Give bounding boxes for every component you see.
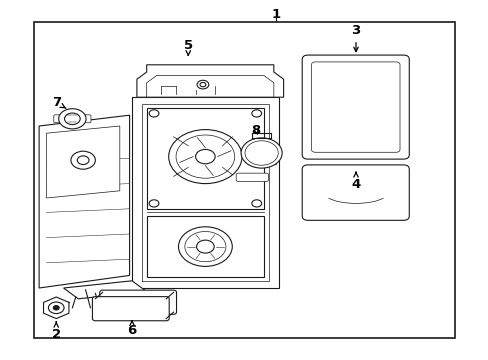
Circle shape [176,135,234,178]
Circle shape [168,130,242,184]
Polygon shape [46,126,120,198]
Circle shape [184,231,225,262]
Circle shape [195,149,215,164]
Circle shape [241,138,282,168]
FancyBboxPatch shape [311,62,399,152]
Text: 7: 7 [52,96,66,109]
FancyBboxPatch shape [302,165,408,220]
Text: 4: 4 [351,172,360,191]
Circle shape [251,110,261,117]
Circle shape [48,302,64,314]
FancyBboxPatch shape [54,115,91,123]
Circle shape [200,82,205,87]
FancyBboxPatch shape [302,55,408,159]
Text: 6: 6 [127,321,136,337]
Polygon shape [63,281,146,299]
Text: 3: 3 [351,24,360,51]
Circle shape [197,80,208,89]
Circle shape [71,151,95,169]
Circle shape [196,240,214,253]
Circle shape [149,200,159,207]
Polygon shape [43,297,69,319]
FancyBboxPatch shape [100,290,176,314]
Circle shape [64,113,80,125]
Text: 5: 5 [183,39,192,55]
Polygon shape [132,97,278,288]
FancyBboxPatch shape [236,173,268,181]
Polygon shape [146,216,264,277]
Circle shape [77,156,89,165]
FancyBboxPatch shape [92,297,169,321]
Text: 2: 2 [52,322,61,341]
Text: 8: 8 [251,124,260,137]
Circle shape [244,141,278,165]
Polygon shape [39,115,129,288]
Bar [34,22,454,338]
Circle shape [59,109,86,129]
Circle shape [251,200,261,207]
Text: 1: 1 [271,8,280,21]
Circle shape [178,227,232,266]
Circle shape [149,110,159,117]
Circle shape [53,306,59,310]
Polygon shape [146,108,264,209]
Polygon shape [137,65,283,97]
